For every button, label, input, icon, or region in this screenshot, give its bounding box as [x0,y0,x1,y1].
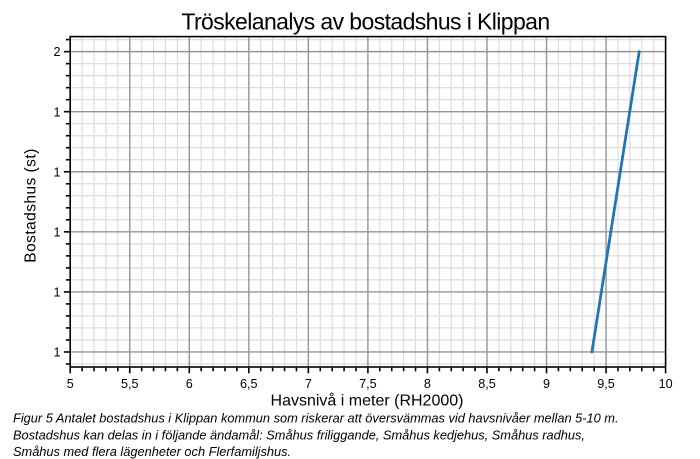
svg-text:Figur 5 Antalet bostadshus i K: Figur 5 Antalet bostadshus i Klippan kom… [13,411,619,426]
svg-text:Tröskelanalys av bostadshus i: Tröskelanalys av bostadshus i Klippan [181,9,549,35]
svg-text:8,5: 8,5 [478,377,496,391]
svg-text:1: 1 [53,286,60,300]
svg-text:1: 1 [53,105,60,119]
svg-text:6,5: 6,5 [240,377,258,391]
svg-text:7: 7 [305,377,312,391]
svg-text:1: 1 [53,346,60,360]
svg-text:5,5: 5,5 [121,377,139,391]
svg-text:8: 8 [424,377,431,391]
svg-text:6: 6 [186,377,193,391]
svg-text:2: 2 [53,45,60,59]
svg-text:1: 1 [53,225,60,239]
svg-text:Småhus med flera lägenheter oc: Småhus med flera lägenheter och Flerfami… [13,444,291,459]
svg-text:9,5: 9,5 [597,377,615,391]
svg-text:9: 9 [543,377,550,391]
svg-text:10: 10 [659,377,673,391]
svg-text:7,5: 7,5 [359,377,377,391]
svg-text:Bostadshus (st): Bostadshus (st) [23,148,40,262]
svg-text:5: 5 [67,377,74,391]
svg-text:1: 1 [53,165,60,179]
svg-text:Bostadshus kan delas in i följ: Bostadshus kan delas in i följande ändam… [13,428,585,443]
svg-text:Havsnivå i meter (RH2000): Havsnivå i meter (RH2000) [271,392,464,410]
